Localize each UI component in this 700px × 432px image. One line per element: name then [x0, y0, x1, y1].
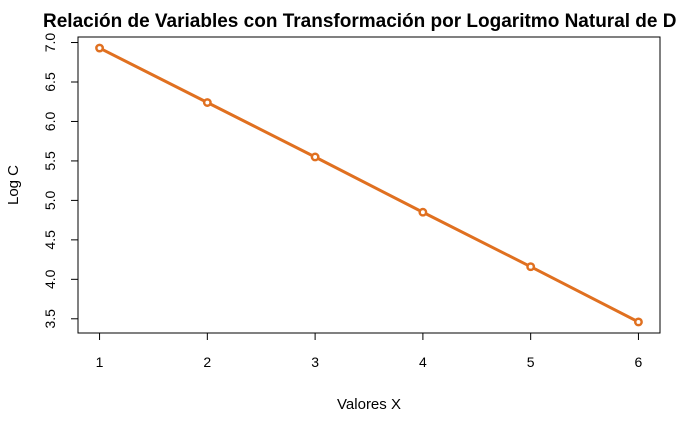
y-tick-label: 4.5 [42, 230, 58, 250]
y-tick-label: 6.0 [42, 112, 58, 132]
x-tick-label: 5 [527, 354, 535, 370]
chart-title: Relación de Variables con Transformación… [43, 11, 677, 32]
y-tick-label: 3.5 [42, 309, 58, 329]
y-tick-label: 5.5 [42, 151, 58, 171]
data-point [526, 262, 536, 272]
y-axis: 3.5 4.0 4.5 5.0 5.5 6.0 6.5 7.0 [42, 33, 79, 329]
series-layer [95, 43, 643, 327]
data-point [310, 152, 320, 162]
x-tick-label: 4 [419, 354, 427, 370]
x-axis-label: Valores X [337, 396, 401, 413]
series-line [98, 46, 640, 324]
y-tick-label: 5.0 [42, 190, 58, 210]
y-tick-label: 6.5 [42, 72, 58, 92]
x-tick-label: 2 [203, 354, 211, 370]
y-axis-label: Log C [5, 165, 22, 205]
x-tick-label: 1 [96, 354, 104, 370]
data-point [418, 207, 428, 217]
data-point [633, 317, 643, 327]
x-tick-label: 3 [311, 354, 319, 370]
x-tick-label: 6 [635, 354, 643, 370]
data-point [95, 43, 105, 53]
x-axis: 1 2 3 4 5 6 [96, 332, 643, 370]
data-point [202, 98, 212, 107]
y-tick-label: 7.0 [42, 33, 58, 53]
y-tick-label: 4.0 [42, 269, 58, 289]
